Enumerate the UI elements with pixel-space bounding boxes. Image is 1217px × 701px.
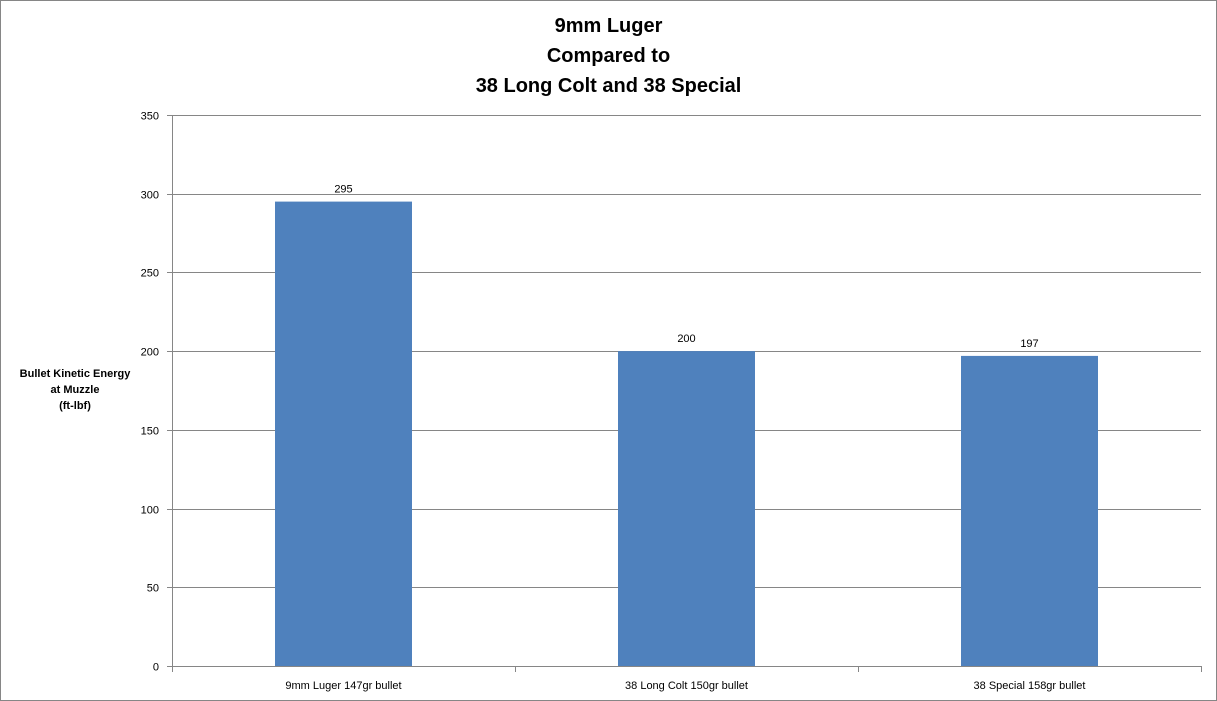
axes [167,115,1202,672]
y-tick-label: 100 [141,505,159,517]
y-axis-title-line-2: at Muzzle [50,384,100,396]
y-tick-label: 300 [141,190,159,202]
chart-title-line-3: 38 Long Colt and 38 Special [475,75,742,97]
bar [275,201,412,666]
bar [961,355,1098,666]
labels: 0 50 100 150 200 250 300 350 295 9mm Luger 147gr … [141,111,1086,693]
data-label: 295 [334,184,352,196]
bar [618,351,755,666]
y-tick-label: 200 [141,347,159,359]
x-tick-label: 38 Long Colt 150gr bullet [625,680,748,692]
y-tick-label: 50 [147,583,159,595]
y-tick-label: 150 [141,426,159,438]
y-axis-title-line-3: (ft-lbf) [59,400,91,412]
y-tick-label: 350 [141,111,159,123]
y-tick-label: 0 [153,662,159,674]
chart-title-line-2: Compared to [546,45,671,67]
y-axis-title-line-1: Bullet Kinetic Energy [19,368,131,380]
x-tick-label: 9mm Luger 147gr bullet [285,680,401,692]
data-label: 200 [677,333,695,345]
chart-title: 9mm Luger Compared to 38 Long Colt and 3… [0,11,1217,101]
y-tick-label: 250 [141,268,159,280]
bars [275,201,1098,666]
x-tick-label: 38 Special 158gr bullet [974,680,1086,692]
chart-title-line-1: 9mm Luger [554,15,663,37]
y-axis-title: Bullet Kinetic Energy at Muzzle (ft-lbf) [5,366,145,414]
data-label: 197 [1020,338,1038,350]
